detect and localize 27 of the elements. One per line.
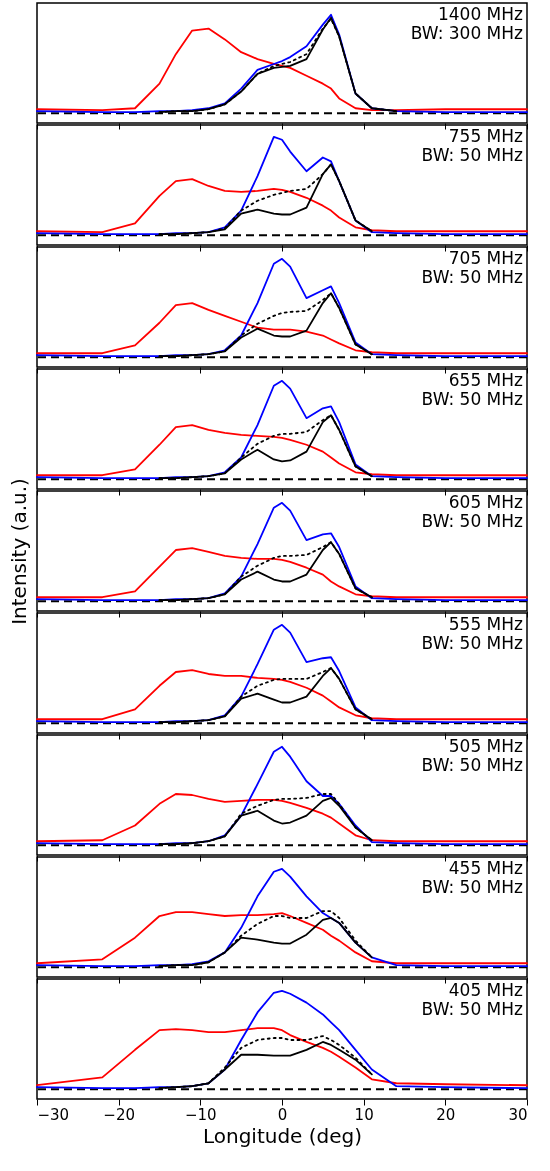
annotation: BW: 50 MHz [421,755,524,775]
annotation: 705 MHz [448,248,524,268]
x-tick-label: 0 [277,1105,288,1124]
annotation: BW: 50 MHz [421,145,524,165]
x-tick-label: −30 [37,1105,70,1124]
annotation: BW: 300 MHz [410,23,524,43]
annotation: BW: 50 MHz [421,267,524,287]
annotation: 455 MHz [448,858,524,878]
annotation: 755 MHz [448,126,524,146]
annotation: BW: 50 MHz [421,389,524,409]
annotation: BW: 50 MHz [421,877,524,897]
annotation: BW: 50 MHz [421,633,524,653]
y-axis-title: Intensity (a.u.) [6,478,31,625]
annotation: 655 MHz [448,370,524,390]
annotation: BW: 50 MHz [421,999,524,1019]
annotation: 505 MHz [448,736,524,756]
x-tick-label: 30 [508,1105,528,1124]
x-tick-label: −10 [185,1105,217,1124]
annotation: 605 MHz [448,492,524,512]
x-axis-title: Longitude (deg) [202,1123,363,1148]
x-tick-label: 20 [436,1105,456,1124]
x-tick-label: 10 [354,1105,374,1124]
annotation: BW: 50 MHz [421,511,524,531]
annotation: 1400 MHz [437,4,524,24]
annotation: 405 MHz [448,980,524,1000]
annotation: 555 MHz [448,614,524,634]
x-tick-label: −20 [103,1105,135,1124]
